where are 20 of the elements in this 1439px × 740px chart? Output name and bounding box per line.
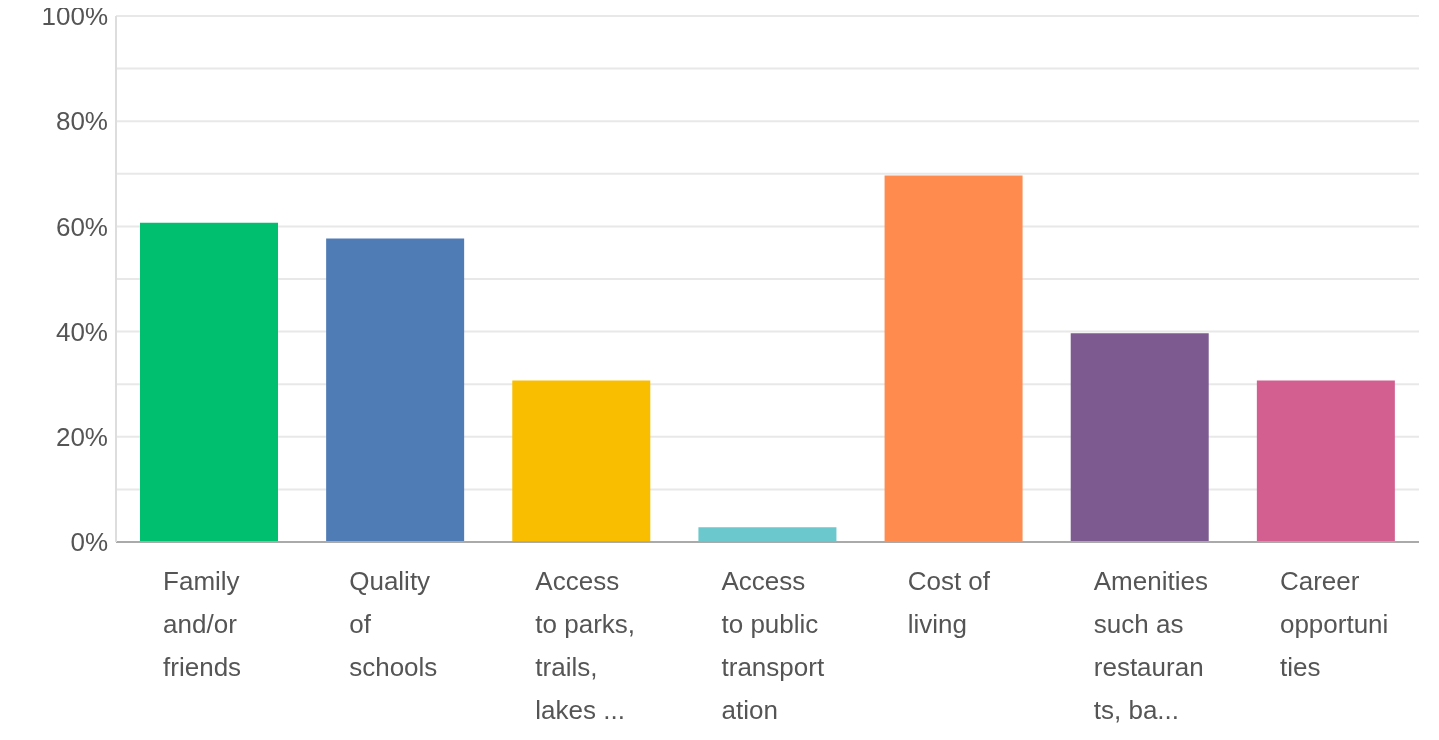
x-tick-label: Cost of living <box>907 566 991 639</box>
bar <box>512 380 651 542</box>
y-tick-label: 100% <box>41 1 108 32</box>
y-tick-label: 40% <box>55 316 108 347</box>
x-tick-label: Family and/or friends <box>163 566 242 682</box>
bar <box>1070 333 1209 542</box>
x-tick-label: Access to public transport ation <box>721 566 825 725</box>
bar <box>1256 380 1395 542</box>
y-tick-label: 0% <box>70 527 108 558</box>
x-tick-label: Career opportuni ties <box>1279 566 1389 682</box>
x-tick-label: Access to parks, trails, lakes ... <box>535 566 636 725</box>
bar <box>326 238 465 542</box>
x-tick-label: Quality of schools <box>349 566 438 682</box>
y-tick-label: 20% <box>55 422 108 453</box>
bar <box>698 527 837 542</box>
bar <box>884 175 1023 542</box>
x-tick-label: Amenities such as restauran ts, ba... <box>1093 566 1208 725</box>
y-tick-label: 80% <box>55 106 108 137</box>
bar <box>140 222 278 542</box>
y-tick-label: 60% <box>55 211 108 242</box>
